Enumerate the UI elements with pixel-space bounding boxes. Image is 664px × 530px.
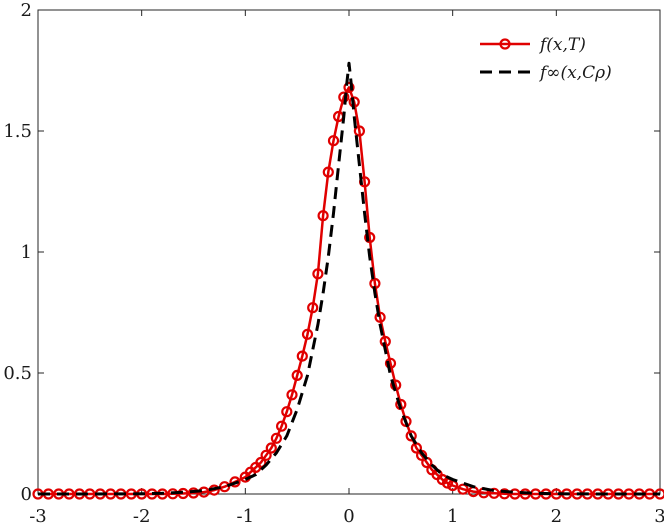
data-point-f-x-t <box>384 357 397 369</box>
x-tick-label: 1 <box>447 506 458 527</box>
data-point-f-x-t <box>312 268 324 280</box>
data-point-f-x-t <box>276 420 288 432</box>
data-point-f-x-t <box>327 135 340 147</box>
legend-label-f-x-t: f(x,T) <box>538 35 586 55</box>
data-point-f-x-t <box>187 487 200 499</box>
data-point-f-x-t <box>322 166 334 178</box>
data-point-f-x-t <box>498 488 511 500</box>
data-point-f-x-t <box>296 350 308 362</box>
data-point-f-x-t <box>255 456 267 469</box>
series-line-f-inf <box>38 61 660 496</box>
data-point-f-x-t <box>265 442 277 454</box>
x-tick-label: 3 <box>654 506 664 527</box>
data-point-f-x-t <box>229 476 241 488</box>
data-point-f-x-t <box>374 311 386 323</box>
series-line-f-x-t <box>38 86 660 496</box>
legend-box <box>472 28 652 90</box>
data-point-f-x-t <box>343 81 355 94</box>
y-tick-label: 2 <box>21 0 32 21</box>
y-tick-label: 1.5 <box>3 121 32 142</box>
data-point-f-x-t <box>317 210 329 222</box>
x-tick-label: 2 <box>551 506 562 527</box>
x-tick-label: -3 <box>29 506 47 527</box>
x-tick-label: 0 <box>343 506 354 527</box>
data-point-f-x-t <box>457 483 469 495</box>
y-tick-label: 0.5 <box>3 363 32 384</box>
data-point-f-x-t <box>405 430 417 442</box>
y-tick-label: 0 <box>21 484 32 505</box>
data-point-f-x-t <box>286 389 298 401</box>
data-point-f-x-t <box>307 302 319 314</box>
legend: f(x,T) f∞(x,Cρ) <box>472 28 652 90</box>
legend-marker-f-x-t <box>499 38 511 50</box>
data-point-f-x-t <box>291 369 303 381</box>
legend-label-f-inf: f∞(x,Cρ) <box>538 63 612 83</box>
data-point-f-x-t <box>509 488 521 500</box>
data-point-f-x-t <box>260 449 272 461</box>
data-point-f-x-t <box>364 231 376 244</box>
data-point-f-x-t <box>301 328 314 340</box>
data-point-f-x-t <box>488 487 500 499</box>
data-point-f-x-t <box>353 125 365 137</box>
plot-area <box>32 61 664 500</box>
data-point-f-x-t <box>281 406 293 418</box>
x-tick-label: -2 <box>133 506 151 527</box>
x-tick-label: -1 <box>237 506 255 527</box>
tick-labels: -3 -2 -1 0 1 2 3 0 0.5 1 1.5 2 <box>3 0 664 527</box>
data-point-f-x-t <box>270 432 282 444</box>
y-tick-label: 1 <box>21 242 32 263</box>
